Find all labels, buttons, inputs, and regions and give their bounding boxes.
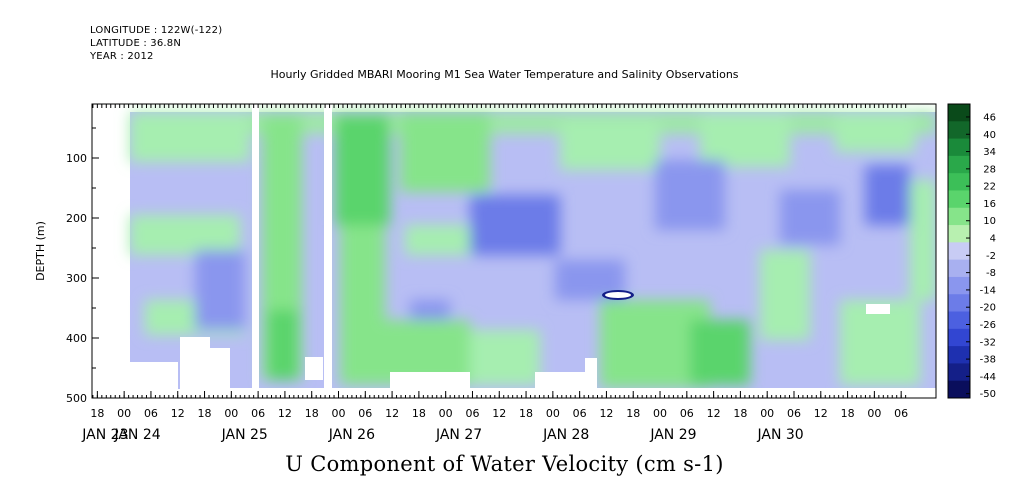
- x-date-label: JAN 25: [221, 427, 268, 443]
- colorbar-swatch: [948, 242, 970, 261]
- colorbar-label: -8: [986, 268, 996, 279]
- x-hour-label: 12: [385, 407, 399, 420]
- colorbar-label: 22: [983, 182, 996, 193]
- surface-band: [130, 112, 936, 134]
- variable-caption: U Component of Water Velocity (cm s-1): [285, 452, 724, 476]
- x-hour-label: 06: [680, 407, 694, 420]
- x-hour-label: 18: [412, 407, 426, 420]
- x-date-label: JAN 26: [328, 427, 375, 443]
- colorbar-label: 10: [983, 216, 996, 227]
- colorbar-swatch: [948, 225, 970, 243]
- x-date-label: JAN 29: [649, 427, 696, 443]
- colorbar-swatch: [948, 380, 970, 399]
- colorbar-swatch: [948, 173, 970, 191]
- x-hour-label: 00: [546, 407, 560, 420]
- colorbar-swatch: [948, 294, 970, 313]
- x-hour-label: 12: [599, 407, 613, 420]
- colorbar-swatch: [948, 259, 970, 278]
- colorbar-label: 4: [990, 234, 996, 245]
- x-hour-label: 06: [465, 407, 479, 420]
- colorbar-frame: [947, 103, 971, 399]
- y-tick-label: 200: [66, 212, 87, 225]
- x-hour-label: 12: [278, 407, 292, 420]
- x-hour-label: 00: [224, 407, 238, 420]
- colorbar-label: -2: [986, 251, 996, 262]
- colorbar-swatch: [948, 190, 970, 209]
- colorbar-label: 16: [983, 199, 996, 210]
- longitude-label: LONGITUDE : 122W(-122): [90, 25, 223, 36]
- gap-jan25: [324, 104, 332, 398]
- x-hour-label: 12: [814, 407, 828, 420]
- colorbar-label: -38: [980, 355, 996, 366]
- x-hour-label: 18: [733, 407, 747, 420]
- colorbar-swatch: [948, 207, 970, 226]
- x-hour-label: 18: [519, 407, 533, 420]
- x-hour-label: 00: [867, 407, 881, 420]
- chart-title: Hourly Gridded MBARI Mooring M1 Sea Wate…: [270, 68, 739, 81]
- colorbar-swatch: [948, 155, 970, 174]
- x-hour-label: 00: [653, 407, 667, 420]
- colorbar-label: 40: [983, 130, 996, 141]
- x-hour-label: 18: [198, 407, 212, 420]
- x-hour-label: 00: [117, 407, 131, 420]
- x-date-label: JAN 30: [756, 427, 803, 443]
- gap-jan24: [252, 104, 259, 398]
- year-label: YEAR : 2012: [90, 51, 154, 62]
- x-hour-label: 18: [626, 407, 640, 420]
- x-hour-label: 06: [894, 407, 908, 420]
- x-date-label: JAN 23: [81, 427, 128, 443]
- colorbar: 46 40 34 28 22 16 10 4 -2 -8 -14 -20 -26 -32 -38 -44 -50: [947, 103, 996, 400]
- x-hour-label: 06: [251, 407, 265, 420]
- x-hour-label: 18: [90, 407, 104, 420]
- heatmap-field: [92, 104, 936, 398]
- x-hour-label: 12: [492, 407, 506, 420]
- y-tick-label: 500: [66, 392, 87, 405]
- x-hour-label: 18: [305, 407, 319, 420]
- x-hour-label: 12: [171, 407, 185, 420]
- colorbar-label: 46: [983, 112, 996, 123]
- x-hour-label: 06: [144, 407, 158, 420]
- colorbar-label: -50: [980, 389, 996, 400]
- colorbar-swatch: [948, 121, 970, 140]
- y-tick-label: 100: [66, 152, 87, 165]
- colorbar-swatch: [948, 311, 970, 330]
- colorbar-label: -14: [980, 285, 996, 296]
- latitude-label: LATITUDE : 36.8N: [90, 38, 182, 49]
- colorbar-swatch: [948, 276, 970, 295]
- y-axis-label: DEPTH (m): [34, 221, 47, 281]
- x-hour-label: 00: [439, 407, 453, 420]
- x-hour-label: 06: [358, 407, 372, 420]
- colorbar-swatch: [948, 328, 970, 347]
- x-date-label: JAN 24: [113, 427, 160, 443]
- y-tick-label: 400: [66, 332, 87, 345]
- top-minor-ticks: [92, 104, 907, 108]
- colorbar-label: 34: [983, 147, 996, 158]
- colorbar-swatch: [948, 104, 970, 122]
- y-axis: 100 200 300 400 500: [66, 127, 99, 405]
- x-date-label: JAN 28: [542, 427, 589, 443]
- colorbar-label: -26: [980, 320, 996, 331]
- x-hour-label: 12: [707, 407, 721, 420]
- y-tick-label: 300: [66, 272, 87, 285]
- colorbar-swatch: [948, 346, 970, 364]
- colorbar-swatch: [948, 363, 970, 382]
- colorbar-label: 28: [983, 164, 996, 175]
- x-hour-label: 18: [841, 407, 855, 420]
- x-axis: 18 00 06 12 18 00 06 12 18 00 06 12 18 00 06 12 18 00 06 12…: [81, 391, 908, 443]
- x-date-label: JAN 27: [435, 427, 482, 443]
- x-hour-label: 00: [760, 407, 774, 420]
- x-hour-label: 06: [573, 407, 587, 420]
- colorbar-swatch: [948, 138, 970, 157]
- x-hour-label: 00: [332, 407, 346, 420]
- x-hour-label: 06: [787, 407, 801, 420]
- plot-frame: [91, 103, 937, 399]
- colorbar-label: -44: [980, 372, 996, 383]
- colorbar-label: -20: [980, 303, 996, 314]
- colorbar-label: -32: [980, 337, 996, 348]
